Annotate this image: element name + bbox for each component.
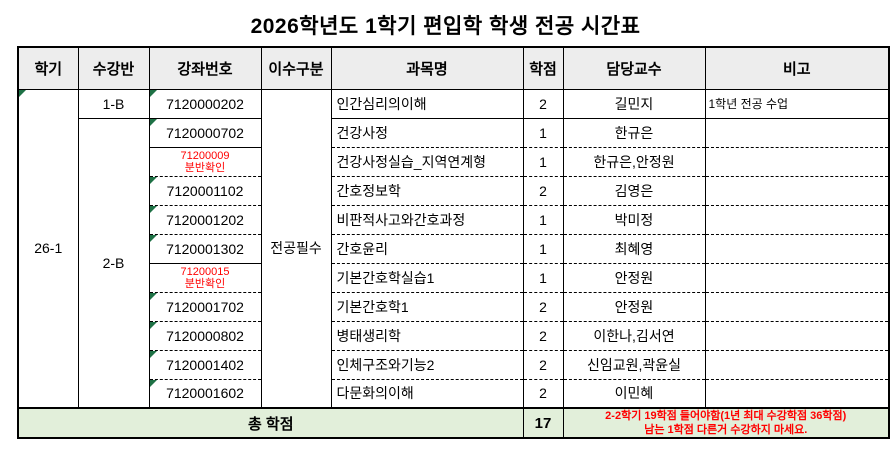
course-number-cell: 7120001302: [149, 234, 262, 264]
professor-cell: 한규은: [563, 118, 706, 148]
credits-cell: 1: [523, 118, 564, 148]
subject-cell: 병태생리학: [331, 321, 524, 351]
subject-cell: 건강사정실습_지역연계형: [331, 147, 524, 177]
subject-cell: 기본간호학1: [331, 292, 524, 322]
credits-cell: 2: [523, 89, 564, 119]
subject-cell: 비판적사고와간호과정: [331, 205, 524, 235]
excel-error-triangle-icon: [149, 350, 157, 358]
course-number-cell: 7120001602: [149, 379, 262, 408]
professor-cell: 길민지: [563, 89, 706, 119]
total-credits-label: 총 학점: [18, 407, 524, 438]
header-row: 학기 수강반 강좌번호 이수구분 과목명 학점 담당교수 비고: [18, 47, 890, 90]
course-number-cell: 7120001402: [149, 350, 262, 380]
professor-cell: 김영은: [563, 176, 706, 206]
note-line-2: 남는 1학점 다른거 수강하지 마세요.: [644, 424, 808, 436]
credits-cell: 2: [523, 379, 564, 408]
remark-cell: [705, 263, 890, 293]
credits-cell: 2: [523, 292, 564, 322]
note-line-1: 2-2학기 19학점 들어야함(1년 최대 수강학점 36학점): [605, 410, 847, 422]
remark-cell: [705, 321, 890, 351]
total-row: 총 학점 17 2-2학기 19학점 들어야함(1년 최대 수강학점 36학점)…: [18, 407, 890, 438]
excel-error-triangle-icon: [149, 176, 157, 184]
excel-error-triangle-icon: [149, 321, 157, 329]
excel-error-triangle-icon: [149, 118, 157, 126]
table-row: 7120001602 다문화의이해 2 이민혜: [18, 379, 890, 408]
course-number-cell: 7120000802: [149, 321, 262, 351]
page-title: 2026학년도 1학기 편입학 학생 전공 시간표: [250, 15, 641, 38]
course-number-cell: 7120000702: [149, 118, 262, 148]
subject-cell: 인체구조와기능2: [331, 350, 524, 380]
remark-cell: [705, 234, 890, 264]
credits-cell: 1: [523, 263, 564, 293]
remark-cell: [705, 118, 890, 148]
excel-error-triangle-icon: [149, 379, 157, 387]
table-row: 7120001202 비판적사고와간호과정 1 박미정: [18, 205, 890, 235]
remark-cell: [705, 176, 890, 206]
header-professor: 담당교수: [563, 47, 706, 90]
credits-cell: 1: [523, 147, 564, 177]
excel-error-triangle-icon: [149, 89, 157, 97]
credits-cell: 1: [523, 234, 564, 264]
table-row: 7120001402 인체구조와기능2 2 신임교원,곽윤실: [18, 350, 890, 380]
professor-cell: 신임교원,곽윤실: [563, 350, 706, 380]
course-number-cell: 7120001202: [149, 205, 262, 235]
professor-cell: 안정원: [563, 263, 706, 293]
excel-error-triangle-icon: [149, 292, 157, 300]
subject-cell: 인간심리의이해: [331, 89, 524, 119]
subject-cell: 간호윤리: [331, 234, 524, 264]
remark-cell: [705, 147, 890, 177]
remark-cell: [705, 379, 890, 408]
timetable: 학기 수강반 강좌번호 이수구분 과목명 학점 담당교수 비고 26-1 1-B…: [17, 46, 890, 439]
professor-cell: 이민혜: [563, 379, 706, 408]
professor-cell: 최혜영: [563, 234, 706, 264]
header-class: 수강반: [78, 47, 150, 90]
header-category: 이수구분: [261, 47, 332, 90]
course-number-cell: 7120001102: [149, 176, 262, 206]
total-credits-note: 2-2학기 19학점 들어야함(1년 최대 수강학점 36학점) 남는 1학점 …: [563, 407, 890, 438]
subject-cell: 다문화의이해: [331, 379, 524, 408]
course-number-warning-cell: 71200009 분반확인: [149, 147, 262, 177]
credits-cell: 2: [523, 321, 564, 351]
professor-cell: 박미정: [563, 205, 706, 235]
table-row: 7120001102 간호정보학 2 김영은: [18, 176, 890, 206]
header-semester: 학기: [18, 47, 79, 90]
header-subject: 과목명: [331, 47, 524, 90]
subject-cell: 기본간호학실습1: [331, 263, 524, 293]
remark-cell: 1학년 전공 수업: [705, 89, 890, 119]
header-credits: 학점: [523, 47, 564, 90]
credits-cell: 1: [523, 205, 564, 235]
excel-error-triangle-icon: [149, 234, 157, 242]
subject-cell: 건강사정: [331, 118, 524, 148]
table-row: 7120001702 기본간호학1 2 안정원: [18, 292, 890, 322]
total-credits-value: 17: [523, 407, 564, 438]
table-row: 7120000802 병태생리학 2 이한나,김서연: [18, 321, 890, 351]
professor-cell: 한규은,안정원: [563, 147, 706, 177]
table-row: 7120001302 간호윤리 1 최혜영: [18, 234, 890, 264]
table-row: 71200009 분반확인 건강사정실습_지역연계형 1 한규은,안정원: [18, 147, 890, 177]
table-row: 2-B 7120000702 건강사정 1 한규은: [18, 118, 890, 408]
category-cell: 전공필수: [261, 89, 332, 408]
excel-error-triangle-icon: [149, 205, 157, 213]
header-remarks: 비고: [705, 47, 890, 90]
credits-cell: 2: [523, 176, 564, 206]
class-cell: 2-B: [78, 118, 150, 408]
remark-cell: [705, 350, 890, 380]
class-cell: 1-B: [78, 89, 150, 119]
course-number-cell: 7120001702: [149, 292, 262, 322]
course-number-cell: 7120000202: [149, 89, 262, 119]
remark-cell: [705, 205, 890, 235]
semester-cell: 26-1: [18, 89, 79, 408]
subject-cell: 간호정보학: [331, 176, 524, 206]
table-row: 71200015 분반확인 기본간호학실습1 1 안정원: [18, 263, 890, 293]
table-row: 26-1 1-B 7120000202 전공필수 인간심리의이해 2 길민지 1…: [18, 89, 890, 408]
professor-cell: 안정원: [563, 292, 706, 322]
course-number-warning-cell: 71200015 분반확인: [149, 263, 262, 293]
credits-cell: 2: [523, 350, 564, 380]
header-course-number: 강좌번호: [149, 47, 262, 90]
excel-error-triangle-icon: [19, 89, 26, 97]
professor-cell: 이한나,김서연: [563, 321, 706, 351]
remark-cell: [705, 292, 890, 322]
